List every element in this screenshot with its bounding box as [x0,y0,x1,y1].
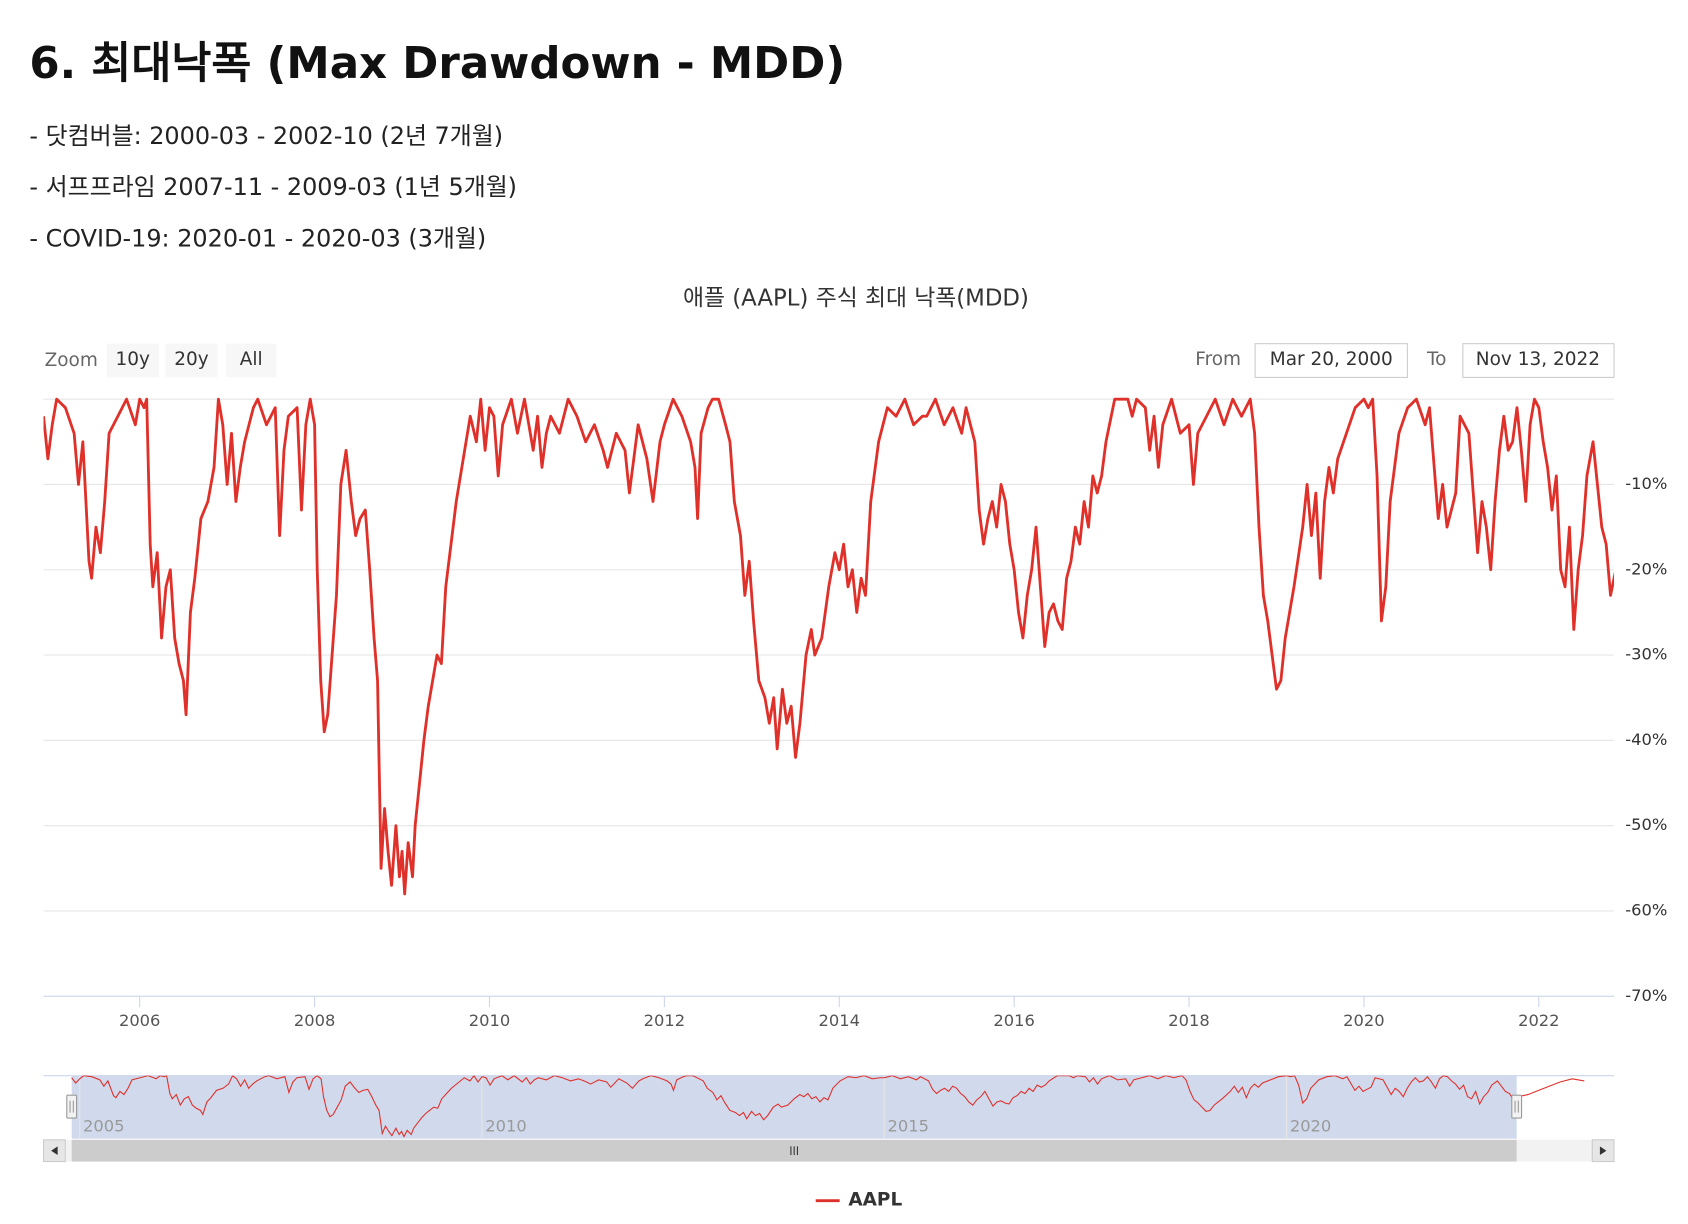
x-tick-label: 2008 [294,1011,335,1030]
zoom-button-label[interactable]: 10y [115,349,150,370]
series-line [43,397,1615,896]
navigator-line [71,1075,1585,1138]
to-value[interactable]: Nov 13, 2022 [1476,349,1600,370]
navigator-handle[interactable] [66,1094,78,1119]
x-tick-label: 2016 [993,1011,1034,1030]
navigator-tick-label: 2010 [485,1116,526,1135]
from-input[interactable] [1254,343,1408,378]
x-tick-label: 2010 [469,1011,510,1030]
x-tick-label: 2012 [644,1011,685,1030]
zoom-button[interactable] [226,343,277,378]
chart-title: 애플 (AAPL) 주식 최대 낙폭(MDD) [683,286,1029,312]
bullet: - COVID-19: 2020-01 - 2020-03 (3개월) [29,224,486,252]
y-tick-label: -30% [1625,645,1667,664]
scrollbar-right-arrow [1599,1146,1607,1156]
zoom-button-label[interactable]: 20y [174,349,209,370]
to-input[interactable] [1462,343,1615,378]
x-tick-label: 2018 [1168,1011,1209,1030]
navigator-tick-label: 2020 [1290,1116,1331,1135]
navigator-tick-label: 2015 [888,1116,929,1135]
navigator-tick-label: 2005 [83,1116,124,1135]
heading: 6. 최대낙폭 (Max Drawdown - MDD) [29,39,845,89]
x-tick-label: 2014 [819,1011,860,1030]
x-tick-label: 2020 [1343,1011,1384,1030]
scrollbar-left-arrow [51,1146,58,1156]
y-tick-label: -50% [1625,815,1667,834]
zoom-label: Zoom [45,350,98,371]
bullet: - 닷컴버블: 2000-03 - 2002-10 (2년 7개월) [29,122,503,150]
y-tick-label: -60% [1625,900,1667,919]
zoom-button-label[interactable]: All [240,349,263,370]
x-tick-label: 2006 [119,1011,160,1030]
y-tick-label: -70% [1625,986,1667,1005]
from-value[interactable]: Mar 20, 2000 [1270,349,1393,370]
legend-label[interactable]: AAPL [848,1190,902,1211]
zoom-button[interactable] [106,343,159,378]
y-tick-label: -10% [1625,474,1667,493]
y-tick-label: -40% [1625,730,1667,749]
to-label: To [1426,349,1446,370]
zoom-button[interactable] [165,343,218,378]
x-tick-label: 2022 [1518,1011,1559,1030]
from-label: From [1195,349,1241,370]
navigator-mask [71,1075,1517,1139]
navigator-handle[interactable] [1511,1094,1523,1119]
y-tick-label: -20% [1625,559,1667,578]
bullet: - 서프프라임 2007-11 - 2009-03 (1년 5개월) [29,173,517,201]
